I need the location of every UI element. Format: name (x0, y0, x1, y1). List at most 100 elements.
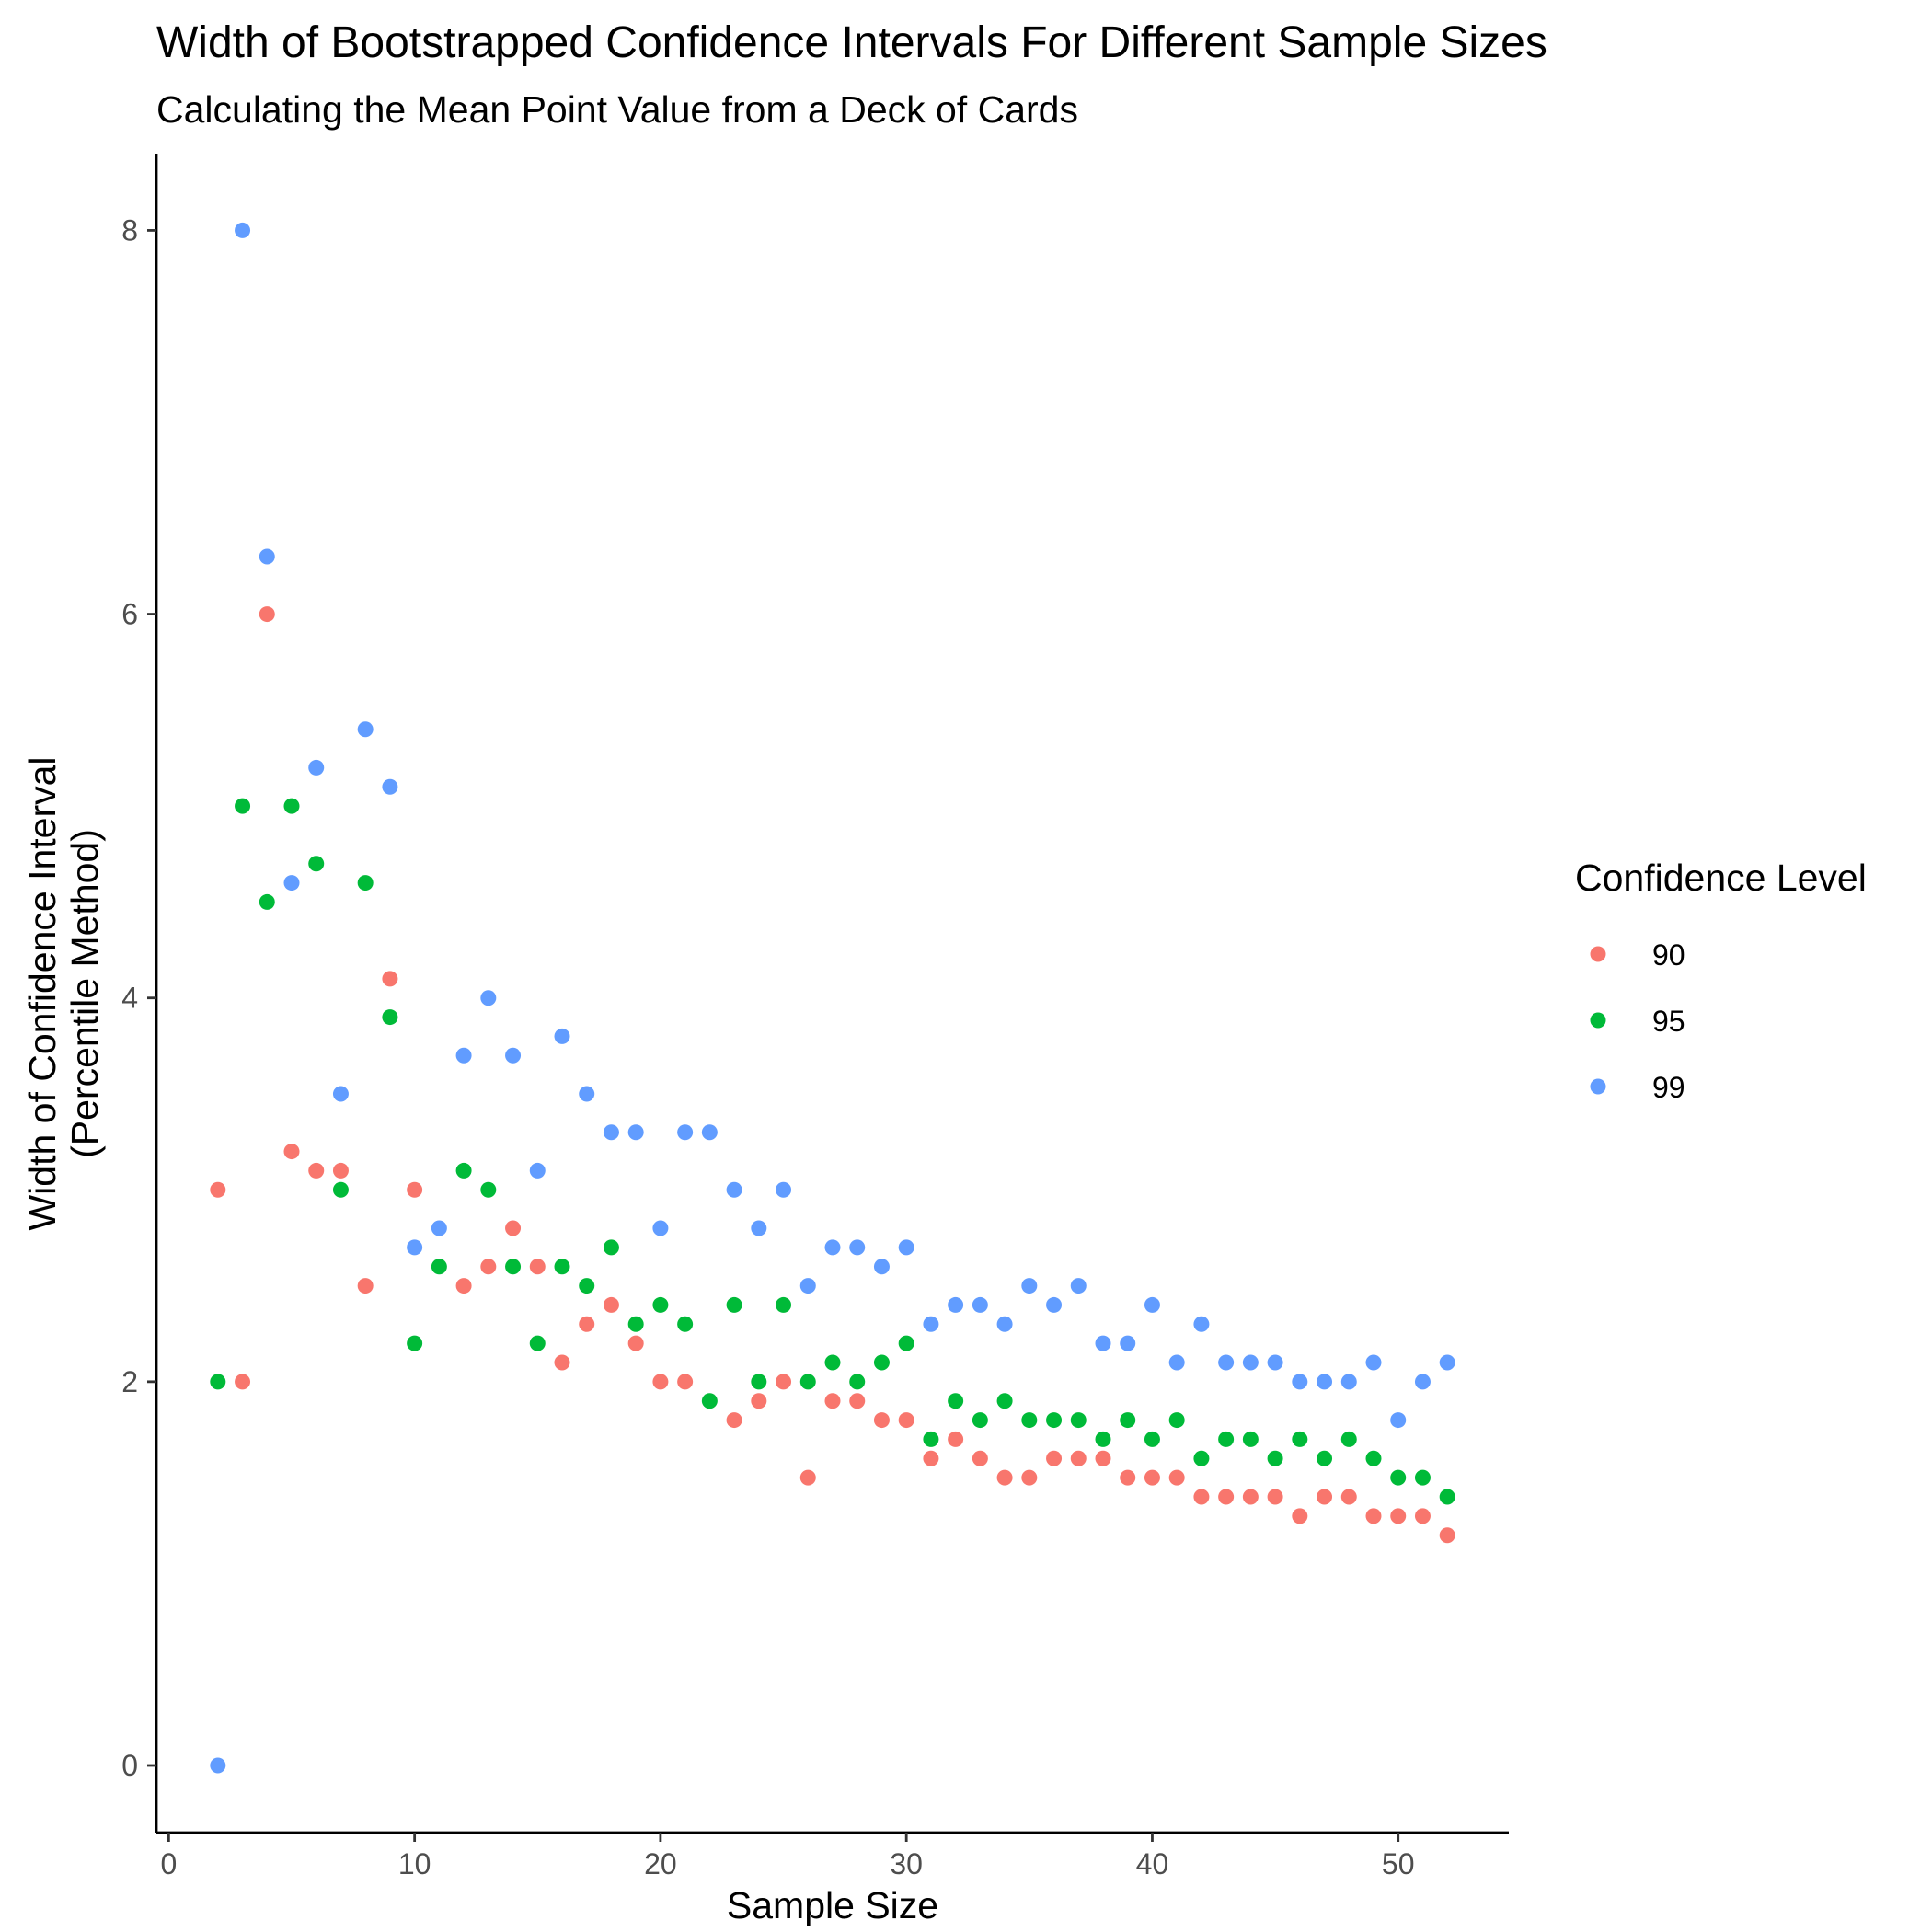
point-95 (1070, 1412, 1087, 1429)
y-tick-label: 0 (121, 1749, 138, 1782)
point-95 (1390, 1469, 1407, 1486)
point-95 (1292, 1431, 1308, 1447)
point-95 (677, 1316, 694, 1332)
point-99 (1439, 1354, 1455, 1371)
point-95 (1414, 1469, 1431, 1486)
point-90 (1365, 1508, 1382, 1524)
x-tick-label: 20 (644, 1847, 677, 1880)
point-99 (235, 222, 251, 238)
point-99 (1292, 1374, 1308, 1390)
point-95 (235, 798, 251, 814)
point-99 (1267, 1354, 1283, 1371)
y-axis-title: Width of Confidence Interval (Percentile… (21, 756, 106, 1230)
point-90 (1340, 1489, 1357, 1505)
point-90 (259, 606, 275, 623)
point-90 (308, 1162, 325, 1179)
legend-items: 90 95 99 (1590, 938, 1685, 1104)
point-90 (1242, 1489, 1259, 1505)
point-95 (259, 893, 275, 910)
point-95 (1168, 1412, 1185, 1429)
point-99 (873, 1259, 890, 1275)
point-90 (357, 1278, 374, 1294)
point-95 (357, 875, 374, 891)
point-99 (1021, 1278, 1038, 1294)
point-95 (1242, 1431, 1259, 1447)
point-90 (726, 1412, 742, 1429)
x-tick-label: 0 (160, 1847, 177, 1880)
point-95 (799, 1374, 816, 1390)
legend: Confidence Level 90 95 99 (1575, 857, 1867, 1104)
point-90 (849, 1393, 866, 1409)
point-90 (677, 1374, 694, 1390)
point-90 (1168, 1469, 1185, 1486)
point-95 (480, 1181, 497, 1198)
point-99 (1168, 1354, 1185, 1371)
chart-subtitle: Calculating the Mean Point Value from a … (156, 88, 1078, 131)
point-99 (1095, 1335, 1111, 1351)
legend-label-95: 95 (1652, 1005, 1685, 1038)
axes (155, 154, 1509, 1834)
data-points (210, 222, 1455, 1774)
point-99 (1340, 1374, 1357, 1390)
point-90 (1193, 1489, 1210, 1505)
point-95 (1021, 1412, 1038, 1429)
x-axis-title: Sample Size (727, 1884, 938, 1926)
point-95 (1144, 1431, 1160, 1447)
point-90 (455, 1278, 472, 1294)
point-90 (1046, 1450, 1063, 1466)
point-99 (1218, 1354, 1235, 1371)
point-95 (529, 1335, 546, 1351)
point-90 (505, 1220, 522, 1236)
point-90 (873, 1412, 890, 1429)
point-99 (579, 1086, 595, 1102)
point-90 (579, 1316, 595, 1332)
point-95 (505, 1259, 522, 1275)
point-90 (898, 1412, 914, 1429)
point-90 (1144, 1469, 1160, 1486)
point-95 (1439, 1489, 1455, 1505)
point-99 (849, 1239, 866, 1256)
point-95 (579, 1278, 595, 1294)
point-95 (996, 1393, 1013, 1409)
point-90 (1317, 1489, 1333, 1505)
point-99 (1193, 1316, 1210, 1332)
point-90 (603, 1296, 619, 1313)
point-90 (529, 1259, 546, 1275)
point-95 (751, 1374, 767, 1390)
point-99 (627, 1124, 644, 1141)
point-99 (382, 778, 398, 795)
point-95 (1267, 1450, 1283, 1466)
point-99 (1365, 1354, 1382, 1371)
point-99 (923, 1316, 939, 1332)
point-99 (1120, 1335, 1136, 1351)
point-95 (308, 856, 325, 872)
point-95 (455, 1162, 472, 1179)
point-90 (652, 1374, 669, 1390)
y-ticks: 0 2 4 6 8 (121, 213, 156, 1782)
point-99 (332, 1086, 349, 1102)
point-95 (603, 1239, 619, 1256)
point-95 (283, 798, 300, 814)
point-99 (1144, 1296, 1160, 1313)
point-99 (431, 1220, 447, 1236)
point-90 (1292, 1508, 1308, 1524)
point-95 (652, 1296, 669, 1313)
point-90 (1021, 1469, 1038, 1486)
point-99 (972, 1296, 988, 1313)
x-ticks: 0 10 20 30 40 50 (160, 1833, 1415, 1880)
point-99 (529, 1162, 546, 1179)
point-99 (357, 721, 374, 738)
point-95 (972, 1412, 988, 1429)
point-90 (996, 1469, 1013, 1486)
point-90 (1070, 1450, 1087, 1466)
point-90 (480, 1259, 497, 1275)
point-95 (776, 1296, 792, 1313)
point-99 (259, 548, 275, 565)
point-90 (332, 1162, 349, 1179)
point-99 (824, 1239, 841, 1256)
y-axis-title-line-2: (Percentile Method) (63, 829, 106, 1158)
point-90 (776, 1374, 792, 1390)
point-99 (1414, 1374, 1431, 1390)
point-90 (1439, 1527, 1455, 1544)
